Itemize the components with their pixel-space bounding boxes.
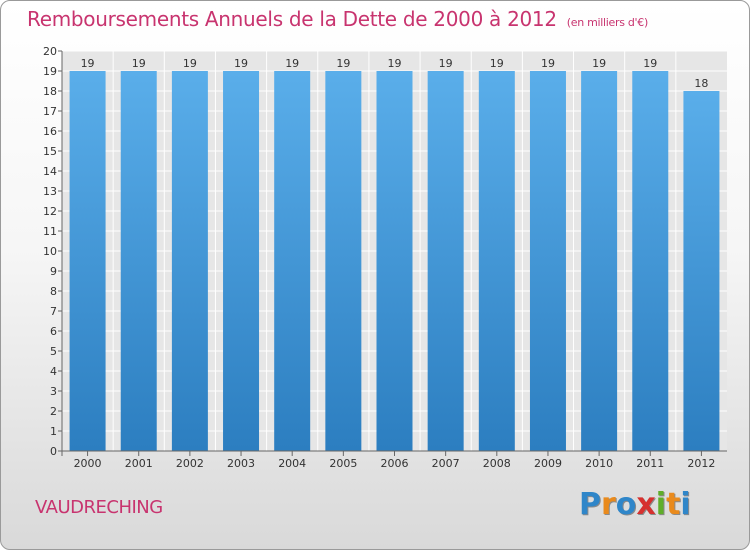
data-label: 19 — [541, 57, 555, 70]
data-label: 19 — [132, 57, 146, 70]
data-label: 19 — [388, 57, 402, 70]
y-tick-label: 6 — [50, 325, 57, 338]
data-label: 18 — [694, 77, 708, 90]
bar — [171, 71, 208, 451]
x-tick-label: 2009 — [534, 457, 562, 470]
y-tick-label: 19 — [43, 65, 57, 78]
bar — [632, 71, 669, 451]
bar — [223, 71, 260, 451]
bar — [427, 71, 464, 451]
chart-title: Remboursements Annuels de la Dette de 20… — [27, 7, 648, 31]
y-tick-label: 20 — [43, 45, 57, 58]
y-tick-label: 1 — [50, 425, 57, 438]
x-tick-label: 2001 — [125, 457, 153, 470]
y-tick-label: 11 — [43, 225, 57, 238]
bar — [120, 71, 157, 451]
y-tick-label: 15 — [43, 145, 57, 158]
data-label: 19 — [336, 57, 350, 70]
logo-letter: t — [666, 487, 681, 522]
title-unit: (en milliers d'€) — [566, 16, 648, 29]
logo-letter: x — [636, 487, 656, 522]
y-tick-label: 18 — [43, 85, 57, 98]
x-tick-label: 2002 — [176, 457, 204, 470]
y-tick-label: 14 — [43, 165, 57, 178]
x-tick-label: 2004 — [278, 457, 306, 470]
data-label: 19 — [234, 57, 248, 70]
y-tick-label: 8 — [50, 285, 57, 298]
y-tick-label: 16 — [43, 125, 57, 138]
logo-letter: o — [615, 487, 637, 522]
y-tick-label: 2 — [50, 405, 57, 418]
proxiti-logo: Proxiti — [579, 487, 691, 522]
y-tick-label: 10 — [43, 245, 57, 258]
bar — [529, 71, 566, 451]
x-tick-label: 2008 — [483, 457, 511, 470]
y-tick-label: 3 — [50, 385, 57, 398]
x-tick-label: 2000 — [74, 457, 102, 470]
data-label: 19 — [643, 57, 657, 70]
logo-letter: P — [579, 487, 601, 522]
bar — [325, 71, 362, 451]
x-tick-label: 2007 — [432, 457, 460, 470]
data-label: 19 — [490, 57, 504, 70]
y-tick-label: 9 — [50, 265, 57, 278]
data-label: 19 — [592, 57, 606, 70]
y-tick-label: 7 — [50, 305, 57, 318]
x-tick-label: 2006 — [381, 457, 409, 470]
x-tick-label: 2003 — [227, 457, 255, 470]
data-label: 19 — [183, 57, 197, 70]
bar — [683, 91, 720, 451]
logo-letter: r — [601, 487, 616, 522]
x-tick-label: 2012 — [687, 457, 715, 470]
bar — [478, 71, 515, 451]
title-text: Remboursements Annuels de la Dette de 20… — [27, 7, 557, 31]
bar — [274, 71, 311, 451]
commune-name: VAUDRECHING — [35, 497, 163, 518]
logo-letter: i — [680, 487, 691, 522]
bar — [69, 71, 106, 451]
y-tick-label: 0 — [50, 445, 57, 458]
y-tick-label: 12 — [43, 205, 57, 218]
y-tick-label: 13 — [43, 185, 57, 198]
y-tick-label: 17 — [43, 105, 57, 118]
data-label: 19 — [439, 57, 453, 70]
y-tick-label: 5 — [50, 345, 57, 358]
bar — [376, 71, 413, 451]
x-tick-label: 2010 — [585, 457, 613, 470]
y-tick-label: 4 — [50, 365, 57, 378]
x-tick-label: 2011 — [636, 457, 664, 470]
logo-letter: i — [655, 487, 667, 522]
data-label: 19 — [285, 57, 299, 70]
x-tick-label: 2005 — [329, 457, 357, 470]
data-label: 19 — [81, 57, 95, 70]
bar — [581, 71, 618, 451]
